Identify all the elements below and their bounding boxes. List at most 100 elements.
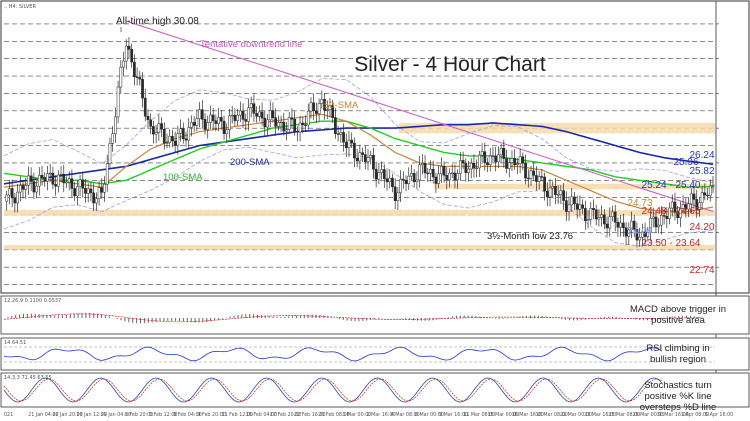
candle-body bbox=[347, 139, 351, 148]
candle-body bbox=[670, 201, 674, 209]
candle-body bbox=[646, 232, 650, 237]
rsi-line bbox=[3, 346, 663, 362]
x-tick-label: 1 Apr 08:00 bbox=[681, 412, 709, 418]
x-tick-label: 9 Feb 20:00 bbox=[197, 412, 225, 418]
level-label-25-96: 25.96 bbox=[673, 157, 698, 168]
candle-body bbox=[238, 110, 242, 116]
candle-body bbox=[173, 140, 177, 146]
candle-body bbox=[448, 172, 451, 181]
candle-body bbox=[391, 177, 394, 188]
candle-body bbox=[589, 208, 593, 220]
candle-body bbox=[372, 154, 375, 170]
candle-body bbox=[393, 186, 397, 201]
x-tick-label: 1 Feb 20:00 bbox=[125, 412, 153, 418]
candle-body bbox=[244, 119, 248, 122]
candle-body bbox=[149, 119, 153, 127]
candle-body bbox=[445, 175, 449, 181]
candle-body bbox=[162, 129, 166, 144]
candle-body bbox=[567, 204, 571, 212]
candle-body bbox=[285, 129, 288, 132]
candle-body bbox=[344, 141, 348, 148]
candle-body bbox=[171, 135, 174, 142]
candle-body bbox=[711, 185, 715, 187]
zone-band bbox=[4, 209, 715, 216]
candle-body bbox=[676, 212, 680, 219]
candle-body bbox=[643, 231, 647, 237]
dashed-grid bbox=[4, 23, 715, 285]
candle-body bbox=[81, 179, 85, 189]
candle-body bbox=[529, 170, 533, 179]
candle-body bbox=[483, 151, 487, 163]
candle-body bbox=[361, 152, 364, 155]
candle-body bbox=[97, 187, 101, 199]
candle-body bbox=[382, 169, 386, 180]
candle-body bbox=[95, 198, 98, 204]
candle-body bbox=[198, 109, 201, 119]
candle-body bbox=[641, 231, 644, 238]
x-tick-label: 3 Feb 12:00 bbox=[149, 412, 177, 418]
candle-body bbox=[537, 176, 541, 182]
candle-body bbox=[418, 164, 421, 181]
x-tick-label: 18 Mar 08:00 bbox=[536, 412, 568, 418]
candle-body bbox=[385, 178, 389, 183]
candle-body bbox=[573, 196, 576, 205]
zone-band bbox=[434, 183, 715, 190]
candle-body bbox=[502, 147, 506, 159]
candle-body bbox=[429, 169, 432, 174]
candle-body bbox=[475, 167, 479, 170]
candle-body bbox=[350, 139, 354, 144]
candle-body bbox=[521, 156, 525, 164]
candle-body bbox=[630, 220, 633, 231]
candle-body bbox=[138, 77, 142, 80]
candle-body bbox=[271, 110, 275, 118]
comment-line: positive %K line bbox=[644, 391, 711, 402]
candle-body bbox=[377, 172, 381, 180]
candle-body bbox=[141, 78, 144, 99]
candle-body bbox=[410, 173, 413, 177]
candle-body bbox=[668, 207, 671, 219]
candle-body bbox=[287, 117, 291, 130]
candle-body bbox=[513, 158, 517, 165]
level-label-24-48: 24.48 - 24.65 bbox=[642, 206, 701, 217]
candle-body bbox=[249, 103, 253, 109]
candle-body bbox=[478, 154, 481, 169]
candle-body bbox=[214, 120, 218, 124]
resistance-zones bbox=[4, 122, 715, 250]
candle-body bbox=[586, 219, 590, 221]
candle-body bbox=[619, 222, 622, 228]
candle-body bbox=[673, 201, 677, 213]
candle-body bbox=[301, 122, 305, 126]
candle-body bbox=[111, 133, 115, 144]
candle-body bbox=[56, 174, 60, 187]
candle-body bbox=[222, 120, 226, 134]
candle-body bbox=[304, 124, 307, 126]
candle-body bbox=[543, 176, 546, 192]
candle-body bbox=[266, 119, 269, 128]
candle-body bbox=[184, 138, 188, 141]
candle-body bbox=[37, 174, 41, 187]
candle-body bbox=[48, 172, 52, 175]
candle-body bbox=[92, 192, 95, 204]
candle-body bbox=[146, 115, 150, 121]
candle-body bbox=[114, 116, 117, 134]
candle-body bbox=[176, 133, 180, 146]
candle-body bbox=[323, 99, 326, 111]
candle-body bbox=[494, 155, 498, 163]
candle-body bbox=[206, 122, 210, 130]
candle-body bbox=[181, 128, 185, 139]
candle-body bbox=[469, 162, 473, 170]
level-label-22-74: 22.74 bbox=[689, 265, 714, 276]
candle-body bbox=[116, 86, 120, 118]
x-tick-label: 23 Mar 16:00 bbox=[584, 412, 616, 418]
macd-panel bbox=[0, 295, 750, 335]
candle-body bbox=[450, 172, 454, 175]
candle-body bbox=[277, 122, 280, 127]
comment-line: Stochastics turn bbox=[644, 380, 712, 391]
candle-body bbox=[698, 202, 701, 210]
level-label-25-24: 25.24 - 25.40 bbox=[642, 180, 701, 191]
candle-body bbox=[703, 192, 707, 196]
candle-body bbox=[43, 177, 47, 182]
candle-body bbox=[638, 236, 642, 241]
